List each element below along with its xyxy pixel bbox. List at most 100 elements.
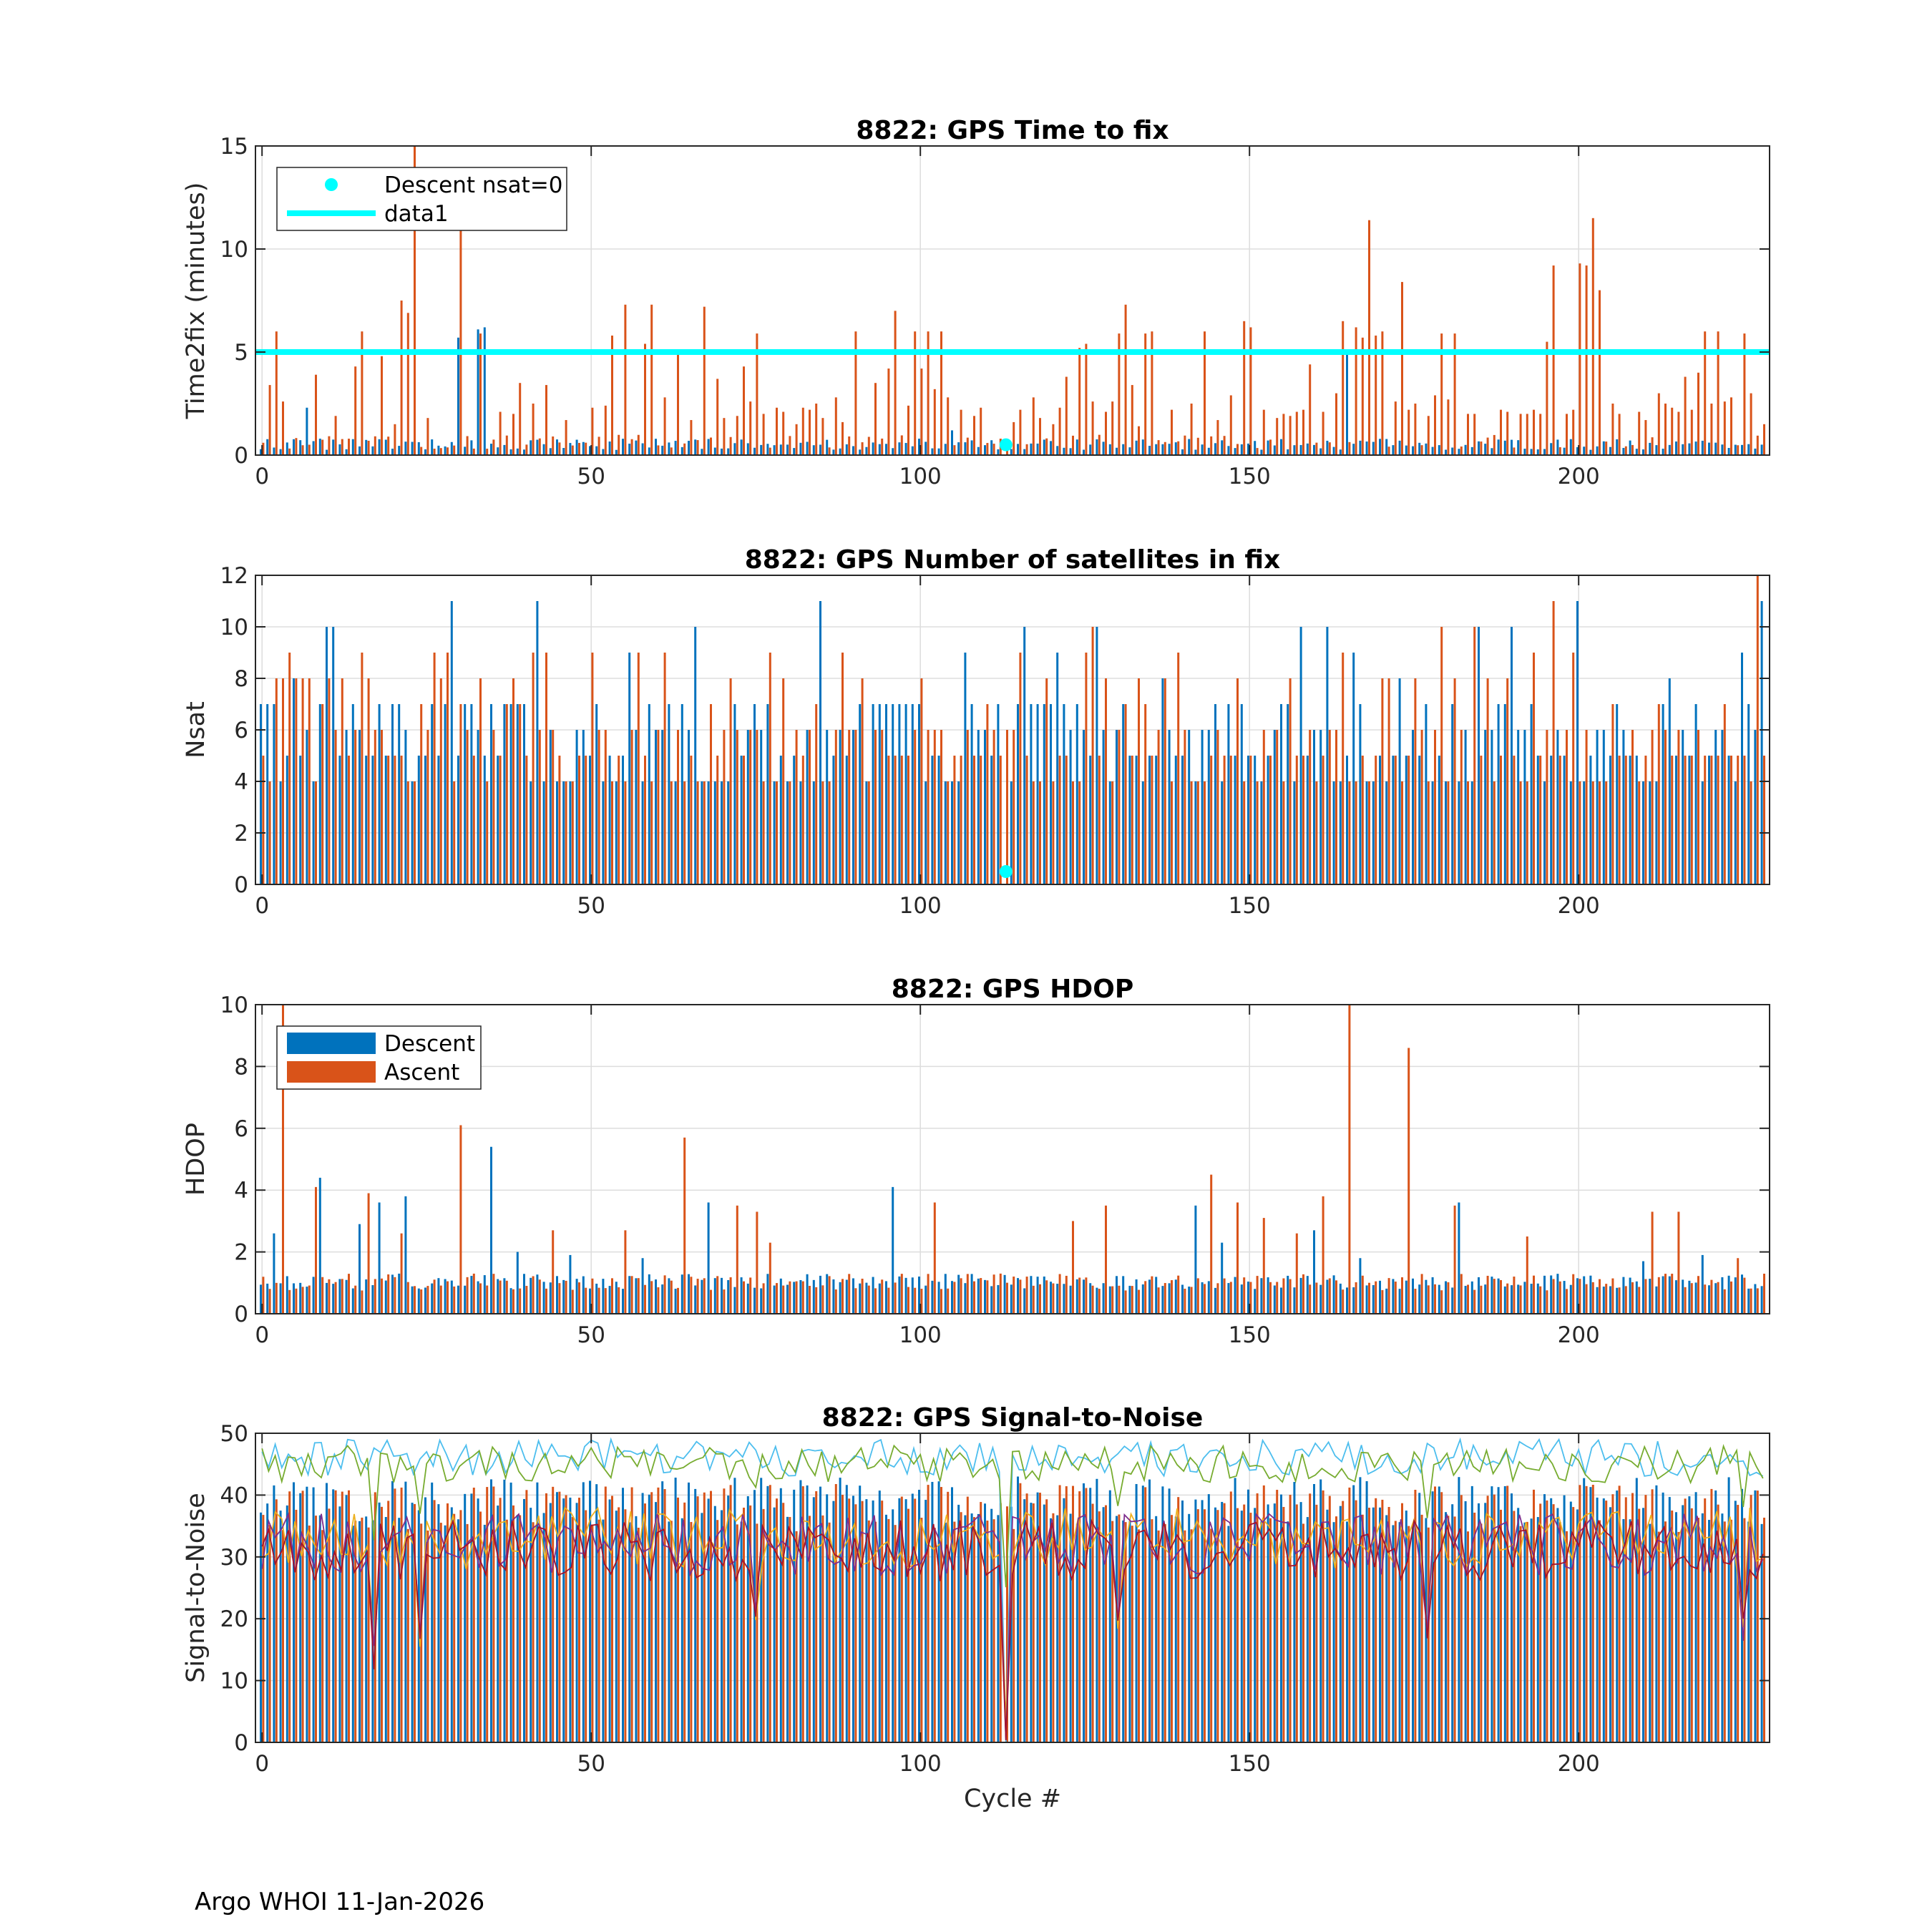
ascent-bar xyxy=(1624,1497,1627,1742)
descent-bar xyxy=(661,1284,664,1314)
ascent-bar xyxy=(1420,1274,1423,1314)
descent-bar xyxy=(444,1279,447,1314)
ascent-bar xyxy=(499,756,502,884)
y-tick-label: 0 xyxy=(234,1302,248,1327)
ascent-bar xyxy=(1690,409,1693,455)
descent-bar xyxy=(641,1258,644,1314)
ascent-bar xyxy=(308,1285,311,1314)
descent-bar xyxy=(1662,1492,1664,1742)
ascent-bar xyxy=(321,1277,324,1314)
descent-bar xyxy=(562,781,565,884)
ascent-bar xyxy=(743,366,745,455)
descent-bar xyxy=(1379,1507,1381,1742)
descent-bar xyxy=(490,1479,492,1742)
ascent-bar xyxy=(848,1274,851,1314)
descent-bar xyxy=(351,1526,354,1742)
ascent-bar xyxy=(762,1508,765,1742)
ascent-bar xyxy=(762,781,765,884)
descent-bar xyxy=(1655,1286,1658,1314)
ascent-bar xyxy=(1361,1275,1364,1314)
descent-bar xyxy=(509,1288,512,1314)
descent-bar xyxy=(318,704,321,884)
descent-bar xyxy=(1425,443,1428,455)
descent-bar xyxy=(417,756,420,884)
ascent-bar xyxy=(769,1242,771,1314)
ascent-bar xyxy=(459,230,462,455)
ascent-bar xyxy=(907,405,909,455)
descent-bar xyxy=(1207,447,1210,455)
descent-bar xyxy=(832,1501,835,1742)
ascent-bar xyxy=(558,1491,561,1742)
descent-bar xyxy=(1760,444,1763,455)
descent-bar xyxy=(701,449,703,455)
descent-bar xyxy=(1379,756,1381,884)
ascent-bar xyxy=(1289,1494,1292,1742)
ascent-bar xyxy=(1177,653,1180,884)
descent-bar xyxy=(1418,1493,1421,1742)
ascent-bar xyxy=(400,1487,403,1742)
descent-bar xyxy=(1543,1494,1546,1742)
descent-bar xyxy=(1128,447,1131,455)
ascent-bar xyxy=(815,1491,818,1742)
descent-bar xyxy=(1602,1287,1605,1314)
descent-bar xyxy=(404,441,407,455)
y-axis-label: HDOP xyxy=(182,1123,210,1196)
descent-bar xyxy=(1392,445,1395,455)
ascent-bar xyxy=(1690,1508,1693,1742)
ascent-bar xyxy=(571,1289,574,1314)
y-tick-label: 50 xyxy=(220,1421,248,1447)
descent-bar xyxy=(1287,1275,1289,1314)
descent-bar xyxy=(595,1283,598,1314)
ascent-bar xyxy=(597,1519,600,1742)
descent-bar xyxy=(1102,730,1105,884)
y-tick-label: 10 xyxy=(220,992,248,1018)
descent-bar xyxy=(1075,1279,1078,1314)
ascent-bar xyxy=(1750,393,1752,455)
descent-bar xyxy=(273,1485,275,1742)
descent-bar xyxy=(483,1275,486,1314)
ascent-bar xyxy=(1039,418,1041,455)
ascent-bar xyxy=(597,1287,600,1314)
descent-bar xyxy=(286,756,288,884)
ascent-bar xyxy=(1295,1504,1298,1742)
descent-bar xyxy=(312,1277,315,1314)
ascent-bar xyxy=(1671,407,1674,455)
descent-bar xyxy=(911,1277,914,1314)
ascent-bar xyxy=(1302,756,1304,884)
ascent-bar xyxy=(900,1496,903,1742)
descent-bar xyxy=(688,441,690,455)
ascent-bar xyxy=(1375,335,1377,455)
ascent-bar xyxy=(1657,1531,1660,1742)
descent-bar xyxy=(951,1487,953,1742)
descent-bar xyxy=(1379,439,1381,455)
descent-bar xyxy=(1682,730,1684,884)
descent-bar xyxy=(931,1481,934,1742)
descent-bar xyxy=(562,1498,565,1742)
descent-bar xyxy=(345,730,348,884)
ascent-bar xyxy=(815,1287,818,1314)
legend-label: Descent xyxy=(384,1031,475,1057)
descent-bar xyxy=(1649,1279,1652,1314)
descent-bar xyxy=(1635,449,1638,455)
ascent-bar xyxy=(1105,411,1107,455)
descent-bar xyxy=(786,1516,789,1742)
descent-bar xyxy=(937,756,940,884)
descent-bar xyxy=(345,1495,348,1742)
descent-bar xyxy=(918,704,920,884)
descent-bar xyxy=(358,1521,361,1742)
descent-bar xyxy=(398,704,401,884)
descent-bar xyxy=(852,1496,854,1742)
ascent-bar xyxy=(1493,434,1496,455)
ascent-bar xyxy=(1091,1503,1094,1742)
descent-bar xyxy=(1536,756,1539,884)
descent-bar xyxy=(411,441,414,455)
descent-bar xyxy=(641,781,644,884)
ascent-bar xyxy=(927,331,930,455)
ascent-bar xyxy=(1276,418,1279,455)
ascent-bar xyxy=(874,1288,877,1314)
ascent-bar xyxy=(1072,1221,1074,1314)
ascent-bar xyxy=(1480,756,1483,884)
ascent-bar xyxy=(1229,395,1232,455)
ascent-bar xyxy=(1368,1508,1370,1742)
descent-bar xyxy=(1682,1279,1684,1314)
